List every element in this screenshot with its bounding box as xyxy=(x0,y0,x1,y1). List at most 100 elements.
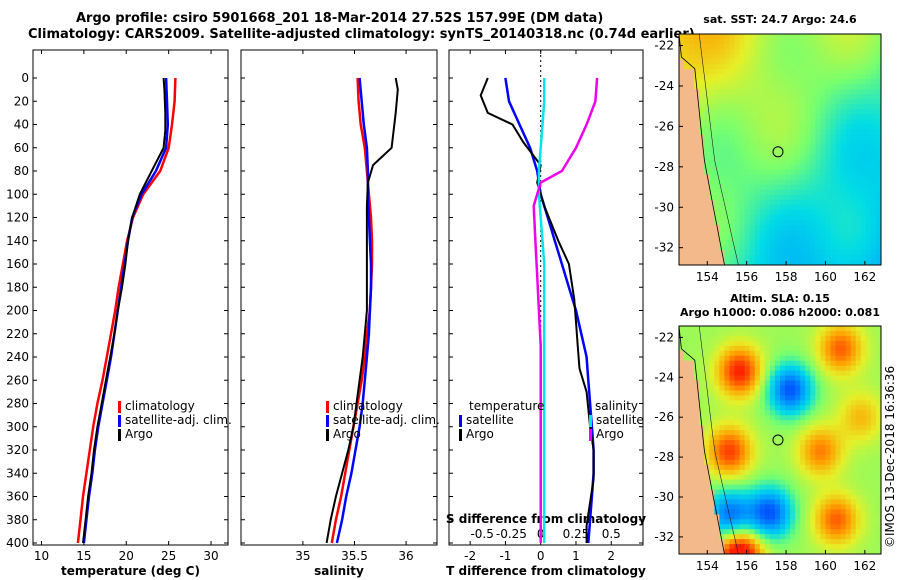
map-cell xyxy=(729,189,736,196)
map-cell xyxy=(780,365,786,372)
map-cell xyxy=(845,44,852,50)
map-cell xyxy=(769,519,776,525)
map-cell xyxy=(790,139,796,146)
map-cell xyxy=(724,209,731,216)
map-cell xyxy=(769,529,776,535)
map-cell xyxy=(800,129,806,136)
map-cell xyxy=(739,124,746,131)
map-cell xyxy=(830,524,837,530)
map-cell xyxy=(764,544,771,550)
map-cell xyxy=(825,49,832,55)
map-cell xyxy=(754,370,761,377)
map-cell xyxy=(739,129,746,136)
map-cell xyxy=(724,139,731,146)
map-cell xyxy=(875,350,881,357)
map-cell xyxy=(719,89,726,95)
legend-swatch xyxy=(118,429,121,441)
map-cell xyxy=(774,524,781,530)
map-cell xyxy=(780,534,786,540)
map-cell xyxy=(734,214,741,221)
map-cell xyxy=(840,124,847,131)
map-cell xyxy=(709,79,715,85)
map-cell xyxy=(815,59,821,65)
map-cell xyxy=(835,129,842,136)
map-cell xyxy=(815,44,821,50)
map-cell xyxy=(875,435,881,441)
map-cell xyxy=(825,249,832,256)
map-cell xyxy=(850,499,857,506)
map-cell xyxy=(734,179,741,186)
map-cell xyxy=(810,514,816,520)
map-cell xyxy=(774,519,781,525)
map-cell xyxy=(830,34,837,40)
map-cell xyxy=(709,459,715,466)
map-cell xyxy=(684,124,690,131)
map-cell xyxy=(694,524,700,530)
map-cell xyxy=(689,335,695,342)
map-cell xyxy=(759,504,766,510)
x-tick-label: 1 xyxy=(572,549,580,563)
map-cell xyxy=(754,524,761,530)
map-cell xyxy=(855,400,862,406)
map-cell xyxy=(729,390,736,396)
map-cell xyxy=(795,459,801,466)
map-cell xyxy=(830,345,837,352)
map-cell xyxy=(780,385,786,392)
map-cell xyxy=(754,345,761,352)
map-cell xyxy=(795,509,801,515)
map-cell xyxy=(870,174,877,181)
map-cell xyxy=(820,189,827,196)
map-cell xyxy=(870,114,877,120)
map-cell xyxy=(790,449,796,456)
map-cell xyxy=(855,74,862,80)
map-cell xyxy=(855,360,862,367)
map-cell xyxy=(764,129,771,136)
map-cell xyxy=(684,179,690,186)
map-cell xyxy=(780,214,786,221)
map-cell xyxy=(785,169,791,176)
map-cell xyxy=(820,425,827,431)
map-cell xyxy=(714,544,720,550)
map-cell xyxy=(820,234,827,241)
map-cell xyxy=(759,440,766,446)
map-cell xyxy=(704,204,710,211)
map-cell xyxy=(684,524,690,530)
map-cell xyxy=(684,109,690,115)
map-cell xyxy=(870,544,877,550)
map-cell xyxy=(825,494,832,501)
map-cell xyxy=(790,400,796,406)
map-cell xyxy=(820,350,827,357)
map-cell xyxy=(850,199,857,206)
map-cell xyxy=(739,139,746,146)
map-cell xyxy=(780,345,786,352)
map-cell xyxy=(830,149,837,156)
x-tick-label: 35.5 xyxy=(341,549,368,563)
map-cell xyxy=(845,345,852,352)
map-cell xyxy=(689,204,695,211)
map-cell xyxy=(744,69,751,75)
map-cell xyxy=(790,410,796,416)
map-cell xyxy=(699,390,705,396)
map-cell xyxy=(850,529,857,535)
map-frame xyxy=(678,33,882,266)
map-cell xyxy=(679,44,685,50)
map-cell xyxy=(865,49,872,55)
map-cell xyxy=(694,104,700,110)
map-cell xyxy=(704,464,710,471)
map-cell xyxy=(774,484,781,491)
map-cell xyxy=(689,224,695,231)
map-cell xyxy=(709,370,715,377)
map-cell xyxy=(694,544,700,550)
map-cell xyxy=(764,330,771,337)
map-cell xyxy=(709,84,715,90)
map-cell xyxy=(840,375,847,382)
map-cell xyxy=(870,139,877,146)
map-cell xyxy=(780,89,786,95)
map-cell xyxy=(679,405,685,411)
map-cell xyxy=(860,239,867,246)
map-cell xyxy=(865,504,872,510)
map-cell xyxy=(855,454,862,461)
map-cell xyxy=(684,529,690,535)
map-cell xyxy=(860,89,867,95)
map-cell xyxy=(754,214,761,221)
